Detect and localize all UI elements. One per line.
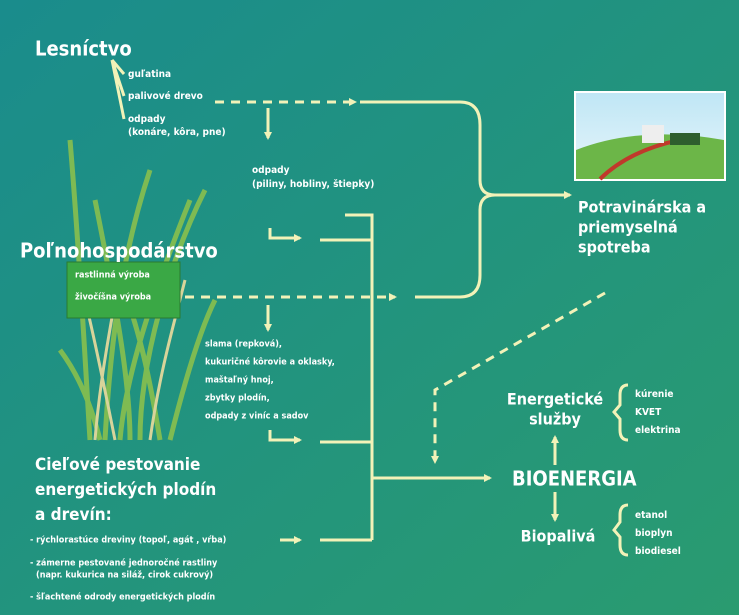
agriculture-item: rastlinná výroba <box>75 271 150 281</box>
energy-services-title: služby <box>529 410 581 429</box>
consumption-label: Potravinárska a <box>578 198 706 217</box>
crops-item: (napr. kukurica na siláž, cirok cukrový) <box>36 571 213 581</box>
energy-service-item: KVET <box>635 407 662 418</box>
biofuel-item: etanol <box>635 510 667 521</box>
wood-waste: odpady <box>252 165 290 176</box>
biofuel-item: biodiesel <box>635 546 681 557</box>
forestry-title: Lesníctvo <box>35 37 132 61</box>
crops-item: - rýchlorastúce dreviny (topoľ, agát , v… <box>30 536 226 546</box>
bioenergy-label: BIOENERGIA <box>512 467 637 491</box>
forestry-item: palivové drevo <box>128 90 203 102</box>
residue-item: odpady z viníc a sadov <box>205 412 309 422</box>
consumption-label: spotreba <box>578 238 651 257</box>
crops-title: a drevín: <box>35 505 112 525</box>
landscape-photo <box>575 92 725 180</box>
biofuels-title: Biopalivá <box>521 527 596 546</box>
energy-services-title: Energetické <box>507 390 604 409</box>
biofuel-item: bioplyn <box>635 528 673 539</box>
consumption-label: priemyselná <box>578 218 678 237</box>
agriculture-title: Poľnohospodárstvo <box>20 239 218 263</box>
diagram: Lesníctvoguľatinapalivové drevoodpady(ko… <box>0 0 739 615</box>
agriculture-item: živočíšna výroba <box>75 292 151 303</box>
residue-item: slama (repková), <box>205 340 282 350</box>
forestry-item: guľatina <box>128 69 171 80</box>
energy-service-item: kúrenie <box>635 388 674 400</box>
forestry-waste: (konáre, kôra, pne) <box>128 126 226 138</box>
residue-item: maštaľný hnoj, <box>205 375 274 386</box>
crops-title: Cieľové pestovanie <box>35 455 200 475</box>
residue-item: kukuričné kôrovie a oklasky, <box>205 357 335 368</box>
wood-waste: (piliny, hobliny, štiepky) <box>252 178 374 190</box>
energy-service-item: elektrina <box>635 425 681 436</box>
forestry-waste: odpady <box>128 114 166 125</box>
crops-item: - šľachtené odrody energetických plodín <box>30 592 215 603</box>
crops-title: energetických plodín <box>35 480 216 500</box>
crops-item: - zámerne pestované jednoročné rastliny <box>30 558 218 569</box>
residue-item: zbytky plodín, <box>205 394 270 404</box>
